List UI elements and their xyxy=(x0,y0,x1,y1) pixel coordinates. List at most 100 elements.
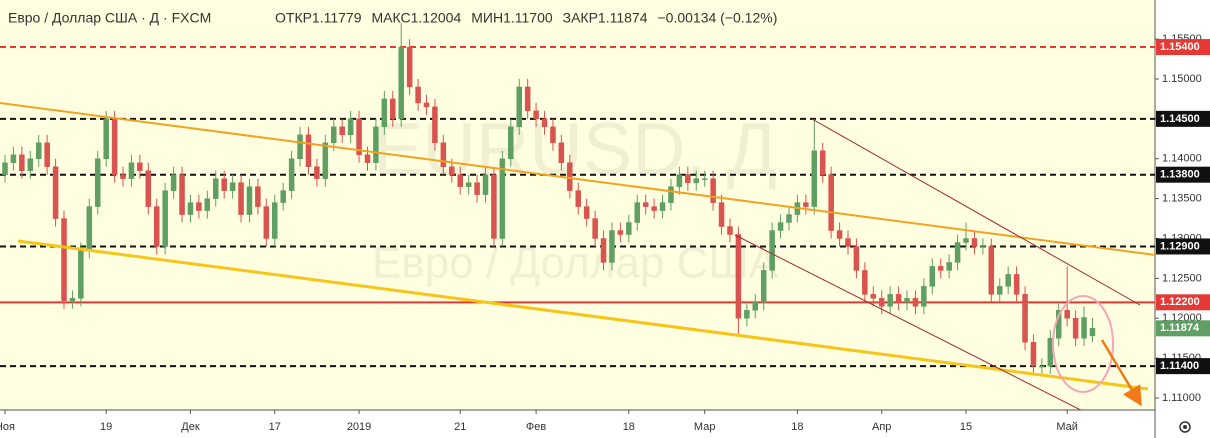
candle-body xyxy=(390,98,396,120)
candle-body xyxy=(929,266,936,287)
candle-body xyxy=(592,218,598,239)
candle-body xyxy=(213,178,219,199)
level-label: 1.11400 xyxy=(1160,360,1199,372)
channel-line xyxy=(811,118,1141,306)
candle-body xyxy=(508,126,514,159)
y-tick-label: 1.11000 xyxy=(1162,392,1201,404)
candle-body xyxy=(162,190,168,247)
candle-body xyxy=(398,46,404,120)
candle-body xyxy=(111,118,118,175)
candle-body xyxy=(937,266,944,271)
candle-body xyxy=(971,238,978,247)
candle-body xyxy=(752,302,759,311)
candle-body xyxy=(836,230,843,239)
y-tick-label: 1.12500 xyxy=(1162,272,1202,284)
candle-body xyxy=(474,182,480,195)
header-stat: МИН1.11700 xyxy=(471,10,553,26)
x-tick-label: Мар xyxy=(694,421,716,433)
trend-line xyxy=(0,102,1155,256)
candle-body xyxy=(862,270,868,295)
candle-body xyxy=(314,166,320,179)
candle-body xyxy=(668,186,674,203)
candle-body xyxy=(10,154,17,163)
candle-body xyxy=(272,202,278,239)
candle-body xyxy=(710,178,716,203)
y-tick-label: 1.15000 xyxy=(1162,73,1202,85)
candle-body xyxy=(35,142,42,159)
candle-body xyxy=(853,246,860,271)
level-label: 1.14500 xyxy=(1160,113,1200,125)
candle-body xyxy=(86,206,93,251)
candle-body xyxy=(280,190,286,203)
candle-body xyxy=(727,226,733,235)
candle-body xyxy=(305,134,312,167)
candle-body xyxy=(499,158,506,239)
level-label-box xyxy=(1156,39,1210,56)
candle-body xyxy=(491,174,497,239)
level-label: 1.12900 xyxy=(1160,240,1200,252)
candle-body xyxy=(609,230,615,263)
candle-body xyxy=(221,178,227,191)
settings-icon[interactable] xyxy=(1179,421,1191,433)
candle-body xyxy=(196,202,202,211)
candle-body xyxy=(128,162,135,179)
candle-body xyxy=(878,298,885,307)
candle-body xyxy=(718,202,725,227)
candle-body xyxy=(575,190,581,207)
candle-body xyxy=(44,142,50,167)
header-stat: −0.00134 (−0.12%) xyxy=(658,10,778,26)
highlight-ellipse xyxy=(1052,295,1114,393)
candle-body xyxy=(701,178,708,180)
candle-body xyxy=(145,170,152,207)
channel-line xyxy=(734,234,1082,410)
time-axis-panel xyxy=(0,410,1155,438)
x-tick-label: 15 xyxy=(960,421,972,433)
time-axis: Ноя 19 Дек 17 2019 21 Фев 18 Мар 18 Апр 15 Май xyxy=(0,410,1078,433)
candle-body xyxy=(415,86,421,104)
x-tick-label: 18 xyxy=(791,421,803,433)
header: Евро / Доллар США · Д · FXCM ОТКР1.11779… xyxy=(8,10,777,26)
candle-body xyxy=(263,206,270,239)
candle-body xyxy=(642,202,649,207)
candle-body xyxy=(617,230,624,235)
candle-body xyxy=(685,174,691,183)
x-tick-label: Ноя xyxy=(0,421,15,433)
forecast-arrow xyxy=(1100,339,1142,407)
x-tick-label: Фев xyxy=(526,421,546,433)
candle-body xyxy=(811,150,818,207)
candle-body xyxy=(887,294,893,307)
candle-body xyxy=(103,118,109,159)
candle-body xyxy=(1005,274,1011,287)
candle-body xyxy=(423,102,430,108)
trend-line xyxy=(17,239,1149,391)
candle-body xyxy=(904,298,910,303)
candle-body xyxy=(1039,365,1045,368)
candle-body xyxy=(356,118,362,155)
candle-body xyxy=(1072,318,1079,339)
candle-body xyxy=(963,238,969,243)
header-title: Евро / Доллар США · Д · FXCM xyxy=(8,10,211,26)
candle-body xyxy=(777,222,784,231)
candle-body xyxy=(769,230,775,271)
drawings xyxy=(0,102,1155,410)
candle-body xyxy=(19,154,25,171)
price-axis: 1.155001.150001.145001.140001.135001.130… xyxy=(1155,33,1210,404)
candle-body xyxy=(331,126,337,144)
candle-body xyxy=(803,202,809,207)
candle-body xyxy=(432,106,438,144)
candle-body xyxy=(465,182,472,187)
candle-body xyxy=(651,206,657,211)
candle-body xyxy=(1089,328,1096,337)
candle-body xyxy=(786,214,792,223)
candle-body xyxy=(912,298,919,307)
candle-body xyxy=(921,286,927,307)
candle-body xyxy=(626,222,632,235)
candle-body xyxy=(482,174,489,195)
candle-body xyxy=(1081,317,1087,339)
candle-body xyxy=(373,126,379,163)
candle-body xyxy=(288,158,295,191)
candle-body xyxy=(238,182,244,215)
candle-body xyxy=(246,186,253,215)
